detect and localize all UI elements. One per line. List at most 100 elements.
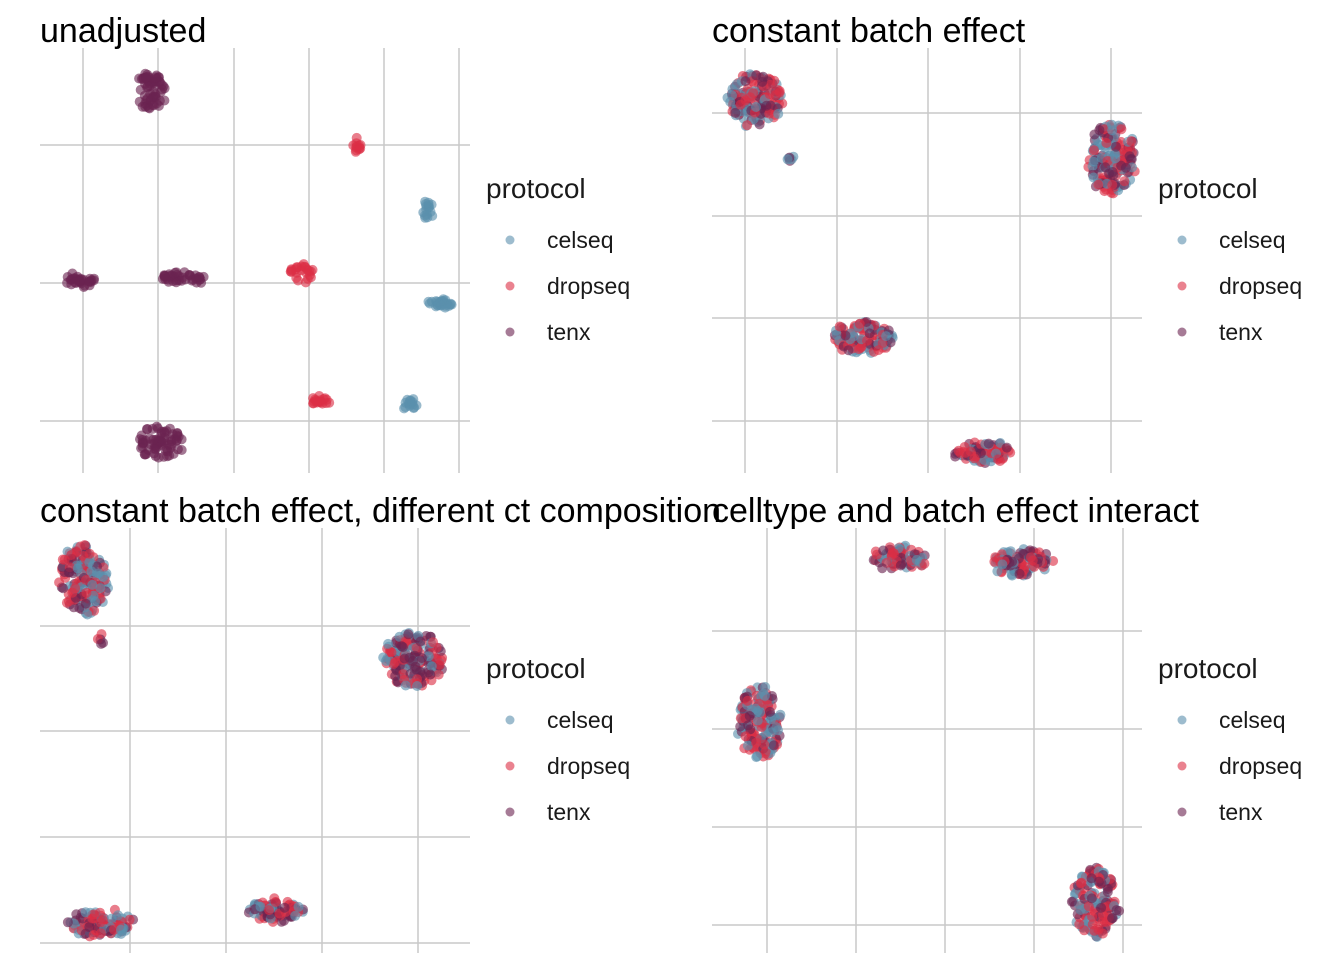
- point-dropseq: [834, 321, 845, 332]
- legend-label-tenx: tenx: [1219, 799, 1263, 825]
- point-dropseq: [873, 345, 884, 356]
- point-dropseq: [81, 587, 92, 598]
- point-tenx: [67, 268, 78, 279]
- panel-3-points: [54, 540, 448, 942]
- point-dropseq: [1101, 138, 1112, 148]
- point-celseq: [752, 715, 763, 726]
- point-dropseq: [960, 447, 971, 458]
- point-tenx: [140, 449, 151, 460]
- point-tenx: [757, 76, 768, 87]
- point-dropseq: [293, 275, 304, 286]
- legend-label-tenx: tenx: [547, 799, 591, 825]
- point-dropseq: [748, 88, 759, 99]
- panel-3: constant batch effect, different ct comp…: [40, 492, 721, 953]
- point-dropseq: [870, 546, 881, 557]
- point-celseq: [1075, 905, 1086, 915]
- point-dropseq: [1119, 176, 1130, 187]
- legend-label-celseq: celseq: [1219, 707, 1285, 733]
- panel-2-points: [722, 69, 1140, 468]
- point-celseq: [759, 690, 770, 701]
- point-dropseq: [67, 587, 78, 598]
- point-celseq: [1088, 172, 1099, 183]
- point-dropseq: [124, 914, 135, 925]
- legend-key-celseq: [505, 715, 515, 725]
- point-celseq: [116, 924, 126, 935]
- point-celseq: [782, 154, 793, 165]
- legend-key-dropseq: [505, 761, 515, 771]
- point-tenx: [878, 545, 889, 556]
- point-tenx: [751, 70, 762, 81]
- legend-label-celseq: celseq: [547, 227, 613, 253]
- point-tenx: [96, 638, 107, 649]
- point-dropseq: [79, 540, 90, 551]
- point-tenx: [1086, 893, 1097, 904]
- point-tenx: [194, 272, 205, 282]
- point-tenx: [162, 446, 173, 457]
- legend-key-tenx: [505, 327, 515, 337]
- point-tenx: [80, 928, 91, 939]
- point-dropseq: [1075, 878, 1086, 889]
- point-dropseq: [291, 267, 302, 278]
- point-dropseq: [751, 737, 762, 748]
- point-dropseq: [300, 262, 311, 273]
- point-tenx: [740, 76, 751, 87]
- point-dropseq: [742, 695, 753, 706]
- point-tenx: [765, 706, 775, 717]
- point-tenx: [767, 691, 777, 701]
- point-celseq: [93, 568, 104, 579]
- panel-1-points: [62, 68, 457, 463]
- legend-key-celseq: [505, 235, 515, 245]
- point-dropseq: [1087, 911, 1098, 922]
- legend-key-tenx: [505, 807, 515, 817]
- point-tenx: [1107, 167, 1118, 177]
- point-dropseq: [919, 558, 930, 569]
- point-tenx: [172, 428, 183, 439]
- point-celseq: [1107, 125, 1118, 136]
- point-tenx: [761, 100, 772, 111]
- point-celseq: [412, 681, 423, 691]
- point-celseq: [1005, 546, 1016, 557]
- point-tenx: [142, 93, 153, 104]
- point-dropseq: [95, 907, 105, 918]
- point-celseq: [751, 102, 761, 112]
- point-celseq: [84, 557, 95, 568]
- panel-3-grid: [40, 528, 470, 953]
- point-tenx: [415, 636, 426, 647]
- legend-label-dropseq: dropseq: [1219, 753, 1302, 779]
- point-tenx: [279, 902, 290, 913]
- legend-label-dropseq: dropseq: [547, 273, 630, 299]
- point-tenx: [1107, 913, 1118, 924]
- point-tenx: [743, 720, 754, 731]
- legend-key-celseq: [1177, 715, 1187, 725]
- point-tenx: [877, 563, 888, 574]
- point-tenx: [1096, 902, 1107, 913]
- point-dropseq: [264, 905, 275, 916]
- point-celseq: [82, 609, 93, 620]
- point-celseq: [423, 296, 434, 307]
- panel-2: constant batch effect protocol celseq drops…: [712, 12, 1302, 473]
- point-tenx: [58, 583, 69, 594]
- legend-key-dropseq: [1177, 761, 1187, 771]
- point-dropseq: [1107, 179, 1118, 190]
- point-dropseq: [428, 637, 439, 648]
- point-celseq: [290, 910, 301, 921]
- point-tenx: [768, 740, 779, 751]
- point-tenx: [1114, 905, 1125, 916]
- panel-4-legend: protocol celseq dropseq tenx: [1158, 653, 1302, 825]
- point-tenx: [142, 424, 153, 434]
- point-dropseq: [764, 89, 775, 100]
- point-celseq: [742, 740, 753, 751]
- point-celseq: [725, 96, 736, 107]
- point-tenx: [730, 107, 741, 118]
- point-dropseq: [433, 669, 444, 680]
- point-tenx: [390, 671, 401, 681]
- point-tenx: [1100, 162, 1111, 173]
- point-tenx: [744, 711, 755, 721]
- panel-4-title: celltype and batch effect interact: [712, 492, 1200, 530]
- point-dropseq: [66, 550, 77, 561]
- panel-4-grid: [712, 528, 1142, 953]
- legend-title: protocol: [486, 653, 586, 684]
- point-dropseq: [390, 657, 400, 668]
- point-tenx: [1116, 160, 1127, 171]
